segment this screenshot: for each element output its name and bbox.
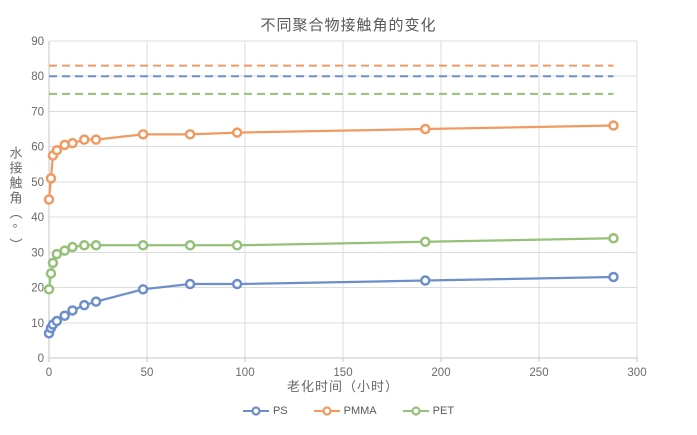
y-tick-label: 0: [38, 353, 44, 365]
series-PMMA-marker: [420, 123, 431, 135]
x-tick-label: 200: [431, 367, 450, 379]
series-PET-marker: [420, 236, 431, 248]
series-PS-marker: [608, 271, 619, 283]
y-axis-title: 水接触角（°）: [7, 146, 23, 253]
y-tick-label: 70: [31, 106, 44, 118]
legend-label-PMMA: PMMA: [343, 405, 377, 417]
y-tick-label: 80: [31, 71, 44, 83]
series-PS-marker: [51, 315, 63, 327]
legend-marker-PMMA: [313, 406, 340, 416]
legend-marker-PET: [402, 406, 429, 416]
y-tick-label: 10: [31, 318, 44, 330]
series-PS-marker: [67, 305, 78, 316]
series-PS-marker: [420, 275, 431, 286]
legend-item-PET: PET: [402, 405, 455, 417]
series-PMMA-marker: [184, 129, 196, 140]
series-PET-marker: [43, 284, 55, 295]
x-tick-label: 150: [333, 367, 352, 379]
series-PET-marker: [184, 240, 196, 251]
legend-label-PET: PET: [432, 405, 455, 417]
y-tick-label: 50: [31, 177, 44, 189]
series-PMMA-marker: [137, 129, 149, 140]
series-PMMA-marker: [79, 134, 90, 145]
series-PS-marker: [79, 299, 90, 311]
series-PS-marker: [90, 296, 102, 307]
series-PMMA-marker: [51, 144, 63, 156]
x-tick-label: 0: [46, 367, 52, 379]
y-tick-label: 60: [31, 142, 44, 154]
series-PET-marker: [67, 241, 78, 253]
x-tick-label: 50: [141, 367, 154, 379]
x-axis-title: 老化时间（小时）: [286, 379, 399, 394]
y-tick-label: 40: [31, 212, 44, 224]
series-PS-line: [47, 275, 614, 334]
series-PMMA-marker: [90, 134, 102, 145]
legend-item-PMMA: PMMA: [313, 405, 377, 417]
legend-label-PS: PS: [272, 405, 288, 417]
series-PET-marker: [137, 240, 149, 251]
series-PET-marker: [79, 240, 90, 251]
series-PS-marker: [137, 284, 149, 295]
series-PS-marker: [59, 310, 70, 321]
legend: PS PMMA PET: [0, 405, 697, 417]
series-PET-marker: [90, 240, 102, 251]
series-PMMA-marker: [43, 194, 55, 205]
series-PET-marker: [608, 232, 619, 244]
series-PS-marker: [231, 278, 243, 290]
series-PET-marker: [47, 257, 59, 269]
legend-marker-PS: [242, 406, 269, 416]
series-PS-marker: [184, 278, 196, 290]
chart-title: 不同聚合物接触角的变化: [260, 17, 437, 34]
y-tick-label: 30: [31, 247, 44, 259]
series-PET-marker: [231, 240, 243, 251]
x-tick-label: 300: [627, 367, 646, 379]
series-PMMA-marker: [608, 120, 619, 131]
series-PMMA-marker: [45, 173, 57, 184]
legend-item-PS: PS: [242, 405, 288, 417]
series-PMMA-marker: [231, 127, 243, 138]
y-tick-label: 90: [31, 36, 44, 48]
x-tick-label: 250: [529, 367, 548, 379]
y-tick-label: 20: [31, 283, 44, 295]
series-PMMA-line: [47, 124, 614, 200]
series-PMMA-marker: [67, 137, 78, 149]
series-PET-marker: [45, 268, 57, 279]
x-tick-label: 100: [235, 367, 254, 379]
